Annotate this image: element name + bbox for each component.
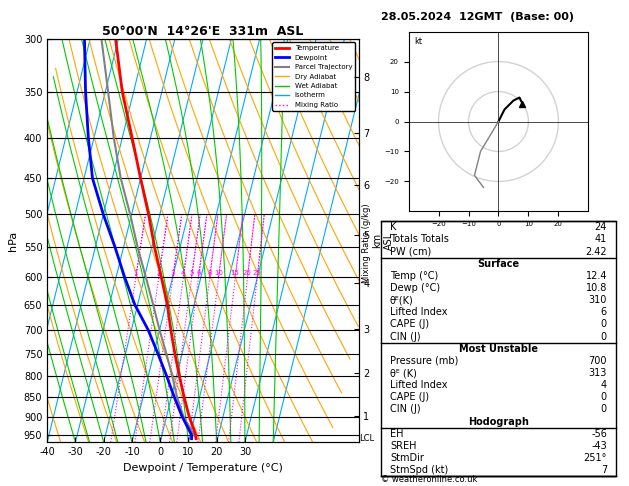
Text: Pressure (mb): Pressure (mb) (390, 356, 459, 366)
Text: Hodograph: Hodograph (468, 417, 529, 427)
Text: 251°: 251° (584, 453, 607, 463)
Text: Lifted Index: Lifted Index (390, 307, 447, 317)
Text: PW (cm): PW (cm) (390, 246, 431, 257)
Title: 50°00'N  14°26'E  331m  ASL: 50°00'N 14°26'E 331m ASL (102, 25, 304, 38)
Text: 10.8: 10.8 (586, 283, 607, 293)
Text: 0: 0 (601, 392, 607, 402)
Text: EH: EH (390, 429, 403, 439)
Text: 1: 1 (133, 270, 138, 276)
Text: 310: 310 (589, 295, 607, 305)
Text: 313: 313 (589, 368, 607, 378)
Text: 25: 25 (253, 270, 262, 276)
Text: CIN (J): CIN (J) (390, 404, 421, 415)
Text: 2: 2 (157, 270, 161, 276)
Text: 0: 0 (601, 404, 607, 415)
Y-axis label: km
ASL: km ASL (372, 231, 394, 250)
Text: CAPE (J): CAPE (J) (390, 319, 429, 330)
Text: © weatheronline.co.uk: © weatheronline.co.uk (381, 474, 477, 484)
Text: 28.05.2024  12GMT  (Base: 00): 28.05.2024 12GMT (Base: 00) (381, 12, 574, 22)
Text: Mixing Ratio (g/kg): Mixing Ratio (g/kg) (362, 203, 370, 283)
Text: 20: 20 (243, 270, 252, 276)
Text: 700: 700 (589, 356, 607, 366)
Text: CAPE (J): CAPE (J) (390, 392, 429, 402)
Text: θᴱ (K): θᴱ (K) (390, 368, 417, 378)
Text: 6: 6 (196, 270, 201, 276)
Text: -43: -43 (591, 441, 607, 451)
Text: Most Unstable: Most Unstable (459, 344, 538, 354)
Text: Totals Totals: Totals Totals (390, 234, 449, 244)
Text: 4: 4 (601, 380, 607, 390)
Text: 3: 3 (170, 270, 175, 276)
Text: 0: 0 (601, 319, 607, 330)
Text: 4: 4 (181, 270, 186, 276)
Text: 2.42: 2.42 (586, 246, 607, 257)
Text: StmDir: StmDir (390, 453, 424, 463)
Text: 8: 8 (208, 270, 212, 276)
X-axis label: Dewpoint / Temperature (°C): Dewpoint / Temperature (°C) (123, 463, 283, 473)
Text: 15: 15 (231, 270, 240, 276)
Text: θᴱ(K): θᴱ(K) (390, 295, 414, 305)
Text: LCL: LCL (359, 434, 374, 443)
Legend: Temperature, Dewpoint, Parcel Trajectory, Dry Adiabat, Wet Adiabat, Isotherm, Mi: Temperature, Dewpoint, Parcel Trajectory… (272, 42, 355, 111)
Text: Temp (°C): Temp (°C) (390, 271, 438, 281)
Text: 12.4: 12.4 (586, 271, 607, 281)
Text: kt: kt (415, 36, 423, 46)
Text: StmSpd (kt): StmSpd (kt) (390, 465, 448, 475)
Text: 5: 5 (189, 270, 194, 276)
Text: Dewp (°C): Dewp (°C) (390, 283, 440, 293)
Text: 0: 0 (601, 331, 607, 342)
Text: SREH: SREH (390, 441, 416, 451)
Text: 7: 7 (601, 465, 607, 475)
Text: -56: -56 (591, 429, 607, 439)
Text: Lifted Index: Lifted Index (390, 380, 447, 390)
Text: 6: 6 (601, 307, 607, 317)
Text: 24: 24 (594, 222, 607, 232)
Text: 10: 10 (214, 270, 223, 276)
Text: K: K (390, 222, 396, 232)
Text: Surface: Surface (477, 259, 520, 269)
Y-axis label: hPa: hPa (8, 230, 18, 251)
Text: CIN (J): CIN (J) (390, 331, 421, 342)
Text: 41: 41 (595, 234, 607, 244)
